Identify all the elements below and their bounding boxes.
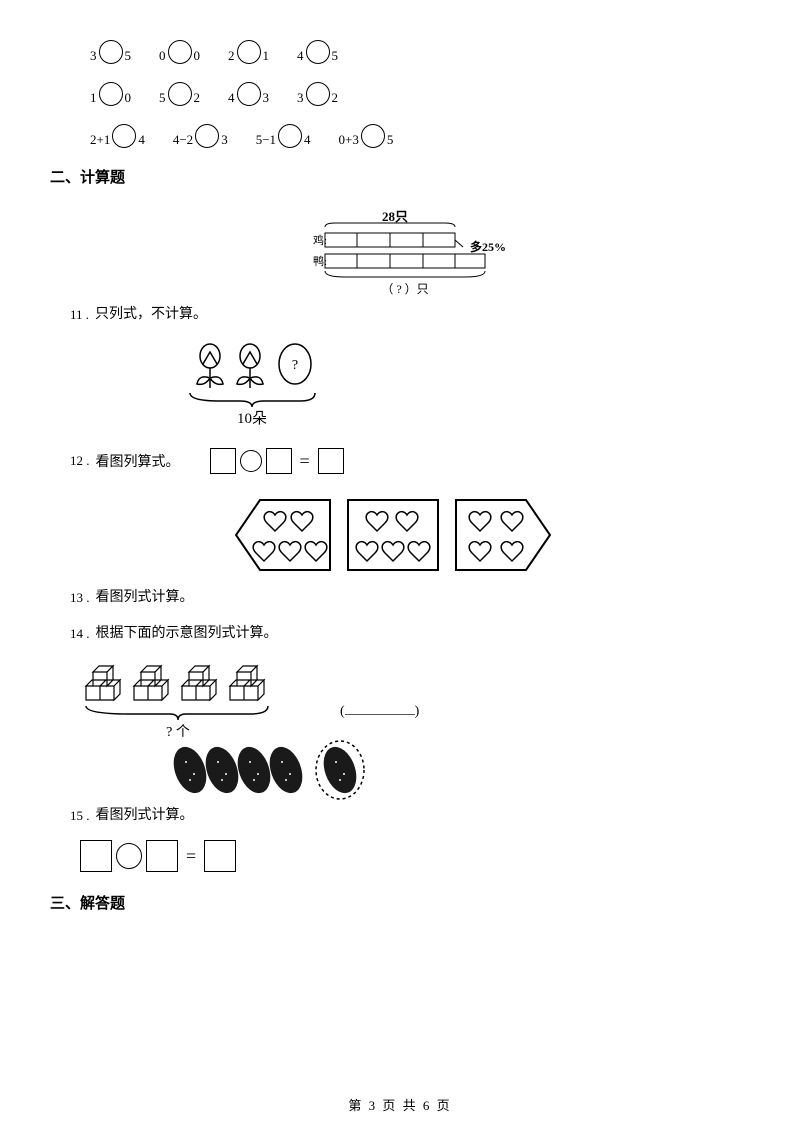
right-val: 5: [387, 132, 394, 148]
left-val: 2+1: [90, 132, 110, 148]
page-footer: 第 3 页 共 6 页: [0, 1095, 800, 1114]
q13-text: 看图列式计算。: [96, 586, 194, 606]
question-11: 11 . 只列式，不计算。: [70, 303, 730, 323]
left-val: 3: [297, 90, 304, 106]
blank-circle[interactable]: [237, 82, 261, 106]
equation-boxes: =: [210, 448, 344, 474]
right-val: 2: [332, 90, 339, 106]
compare-row-1: 35 00 21 45: [90, 40, 730, 64]
q13-diagram: [70, 490, 730, 582]
blank-circle[interactable]: [99, 82, 123, 106]
left-val: 4: [228, 90, 235, 106]
answer-box[interactable]: [80, 840, 112, 872]
equals-sign: =: [300, 451, 310, 472]
compare-item: 2+1 4: [90, 124, 145, 148]
top-label: 28只: [382, 209, 408, 224]
operator-circle[interactable]: [116, 843, 142, 869]
compare-item: 00: [159, 40, 200, 64]
left-val: 4−2: [173, 132, 193, 148]
blank-circle[interactable]: [278, 124, 302, 148]
operator-circle[interactable]: [240, 450, 262, 472]
compare-item: 10: [90, 82, 131, 106]
compare-item: 35: [90, 40, 131, 64]
answer-box[interactable]: [146, 840, 178, 872]
q15-equation: =: [80, 840, 730, 872]
equals-sign: =: [186, 846, 196, 867]
q14-diagram: ? 个 (): [80, 658, 730, 740]
blank-circle[interactable]: [306, 40, 330, 64]
blank-circle[interactable]: [99, 40, 123, 64]
blank-circle[interactable]: [168, 40, 192, 64]
right-val: 3: [263, 90, 270, 106]
question-mark: ?: [292, 358, 298, 373]
question-13: 13 . 看图列式计算。: [70, 586, 730, 606]
q11-num: 11 .: [70, 307, 89, 323]
right-val: 3: [221, 132, 228, 148]
left-val: 5: [159, 90, 166, 106]
question-12: 12 . 看图列算式。 =: [70, 448, 730, 474]
compare-row-2: 10 52 43 32: [90, 82, 730, 106]
right-val: 0: [125, 90, 132, 106]
compare-item: 43: [228, 82, 269, 106]
q15-text: 看图列式计算。: [96, 804, 194, 824]
blank-circle[interactable]: [306, 82, 330, 106]
compare-item: 21: [228, 40, 269, 64]
peanuts-diagram: [170, 740, 380, 800]
hearts-diagram: [230, 490, 570, 582]
blank-circle[interactable]: [168, 82, 192, 106]
right-val: 5: [332, 48, 339, 64]
right-val: 4: [304, 132, 311, 148]
q11-text: 只列式，不计算。: [95, 303, 207, 323]
cubes-label: ? 个: [166, 724, 190, 740]
answer-box[interactable]: [318, 448, 344, 474]
left-val: 0: [159, 48, 166, 64]
left-val: 0+3: [339, 132, 359, 148]
blank-circle[interactable]: [361, 124, 385, 148]
left-val: 3: [90, 48, 97, 64]
right-val: 5: [125, 48, 132, 64]
q14-text: 根据下面的示意图列式计算。: [96, 622, 278, 642]
answer-box[interactable]: [266, 448, 292, 474]
blank-circle[interactable]: [112, 124, 136, 148]
q12-diagram: ? 10朵: [180, 339, 730, 444]
compare-item: 5−1 4: [256, 124, 311, 148]
section-2-title: 二、计算题: [50, 166, 730, 187]
q13-num: 13 .: [70, 590, 90, 606]
compare-item: 52: [159, 82, 200, 106]
answer-blank[interactable]: (): [340, 704, 419, 720]
left-val: 2: [228, 48, 235, 64]
tape-diagram: 28只 鸡: 多25% 鸭: （ ? ）只: [285, 209, 515, 299]
q15-num: 15 .: [70, 808, 90, 824]
flower-diagram: ? 10朵: [180, 339, 360, 444]
extra-label: 多25%: [470, 239, 506, 254]
section-3-title: 三、解答题: [50, 892, 730, 913]
answer-box[interactable]: [204, 840, 236, 872]
right-val: 4: [138, 132, 145, 148]
compare-item: 4−2 3: [173, 124, 228, 148]
right-val: 0: [194, 48, 201, 64]
q11-diagram: 28只 鸡: 多25% 鸭: （ ? ）只: [70, 209, 730, 299]
q14-num: 14 .: [70, 626, 90, 642]
compare-item: 32: [297, 82, 338, 106]
compare-item: 45: [297, 40, 338, 64]
right-val: 2: [194, 90, 201, 106]
total-label: 10朵: [237, 410, 267, 427]
answer-box[interactable]: [210, 448, 236, 474]
cubes-diagram: ? 个: [80, 658, 300, 740]
bottom-label: （ ? ）只: [381, 282, 428, 296]
q12-text: 看图列算式。: [96, 451, 180, 471]
blank-circle[interactable]: [195, 124, 219, 148]
left-val: 1: [90, 90, 97, 106]
q15-diagram: [170, 740, 730, 800]
compare-row-3: 2+1 4 4−2 3 5−1 4 0+3 5: [90, 124, 730, 148]
left-val: 4: [297, 48, 304, 64]
right-val: 1: [263, 48, 270, 64]
q12-num: 12 .: [70, 453, 90, 469]
left-val: 5−1: [256, 132, 276, 148]
compare-item: 0+3 5: [339, 124, 394, 148]
blank-circle[interactable]: [237, 40, 261, 64]
question-14: 14 . 根据下面的示意图列式计算。: [70, 622, 730, 642]
question-15: 15 . 看图列式计算。: [70, 804, 730, 824]
